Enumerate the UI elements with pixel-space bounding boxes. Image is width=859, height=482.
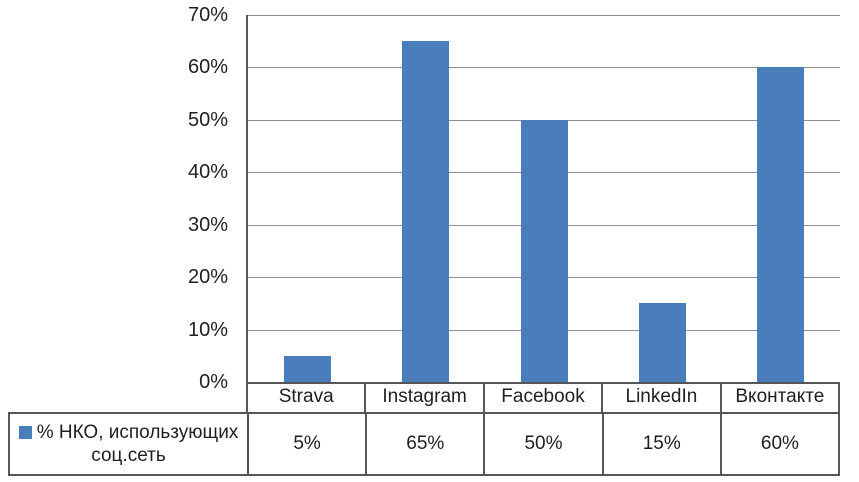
data-table-row: % НКО, использующих соц.сеть 5% 65% 50% 15%…: [8, 412, 840, 476]
y-tick-label: 60%: [187, 56, 228, 79]
y-tick-label: 0%: [199, 371, 228, 393]
category-cell: Strava: [278, 386, 334, 407]
bar: [283, 355, 331, 382]
y-tick-label: 50%: [187, 108, 228, 131]
bar: [638, 303, 686, 382]
category-cell: Instagram: [364, 382, 482, 412]
value-cell: 65%: [365, 414, 483, 474]
legend-line: % НКО, использующих: [18, 421, 239, 444]
y-tick-label: 40%: [187, 161, 228, 184]
legend-label-line1: % НКО, использующих: [36, 422, 239, 443]
category-cell: LinkedIn: [601, 382, 719, 412]
bar: [402, 41, 450, 382]
y-tick-label: 30%: [187, 213, 228, 236]
category-row: Strava Instagram Facebook LinkedIn Вконтакте: [246, 382, 840, 412]
category-cell: Вконтакте: [719, 382, 838, 412]
legend-cell: % НКО, использующих соц.сеть: [10, 414, 247, 474]
bar: [520, 119, 568, 382]
legend-label-line2: соц.сеть: [91, 445, 166, 466]
y-tick-label: 10%: [187, 318, 228, 341]
y-tick-label: 20%: [187, 266, 228, 289]
y-tick-label: 70%: [187, 4, 228, 26]
value-cell: 5%: [247, 414, 365, 474]
gridline: [248, 67, 840, 69]
plot-area: [246, 15, 840, 384]
value-cell: 15%: [601, 414, 720, 474]
value-cell: 60%: [719, 414, 838, 474]
gridline: [248, 15, 840, 16]
value-cell: 50%: [483, 414, 601, 474]
bar: [757, 67, 805, 382]
category-cell: Facebook: [482, 382, 601, 412]
legend-swatch-icon: [18, 426, 32, 439]
